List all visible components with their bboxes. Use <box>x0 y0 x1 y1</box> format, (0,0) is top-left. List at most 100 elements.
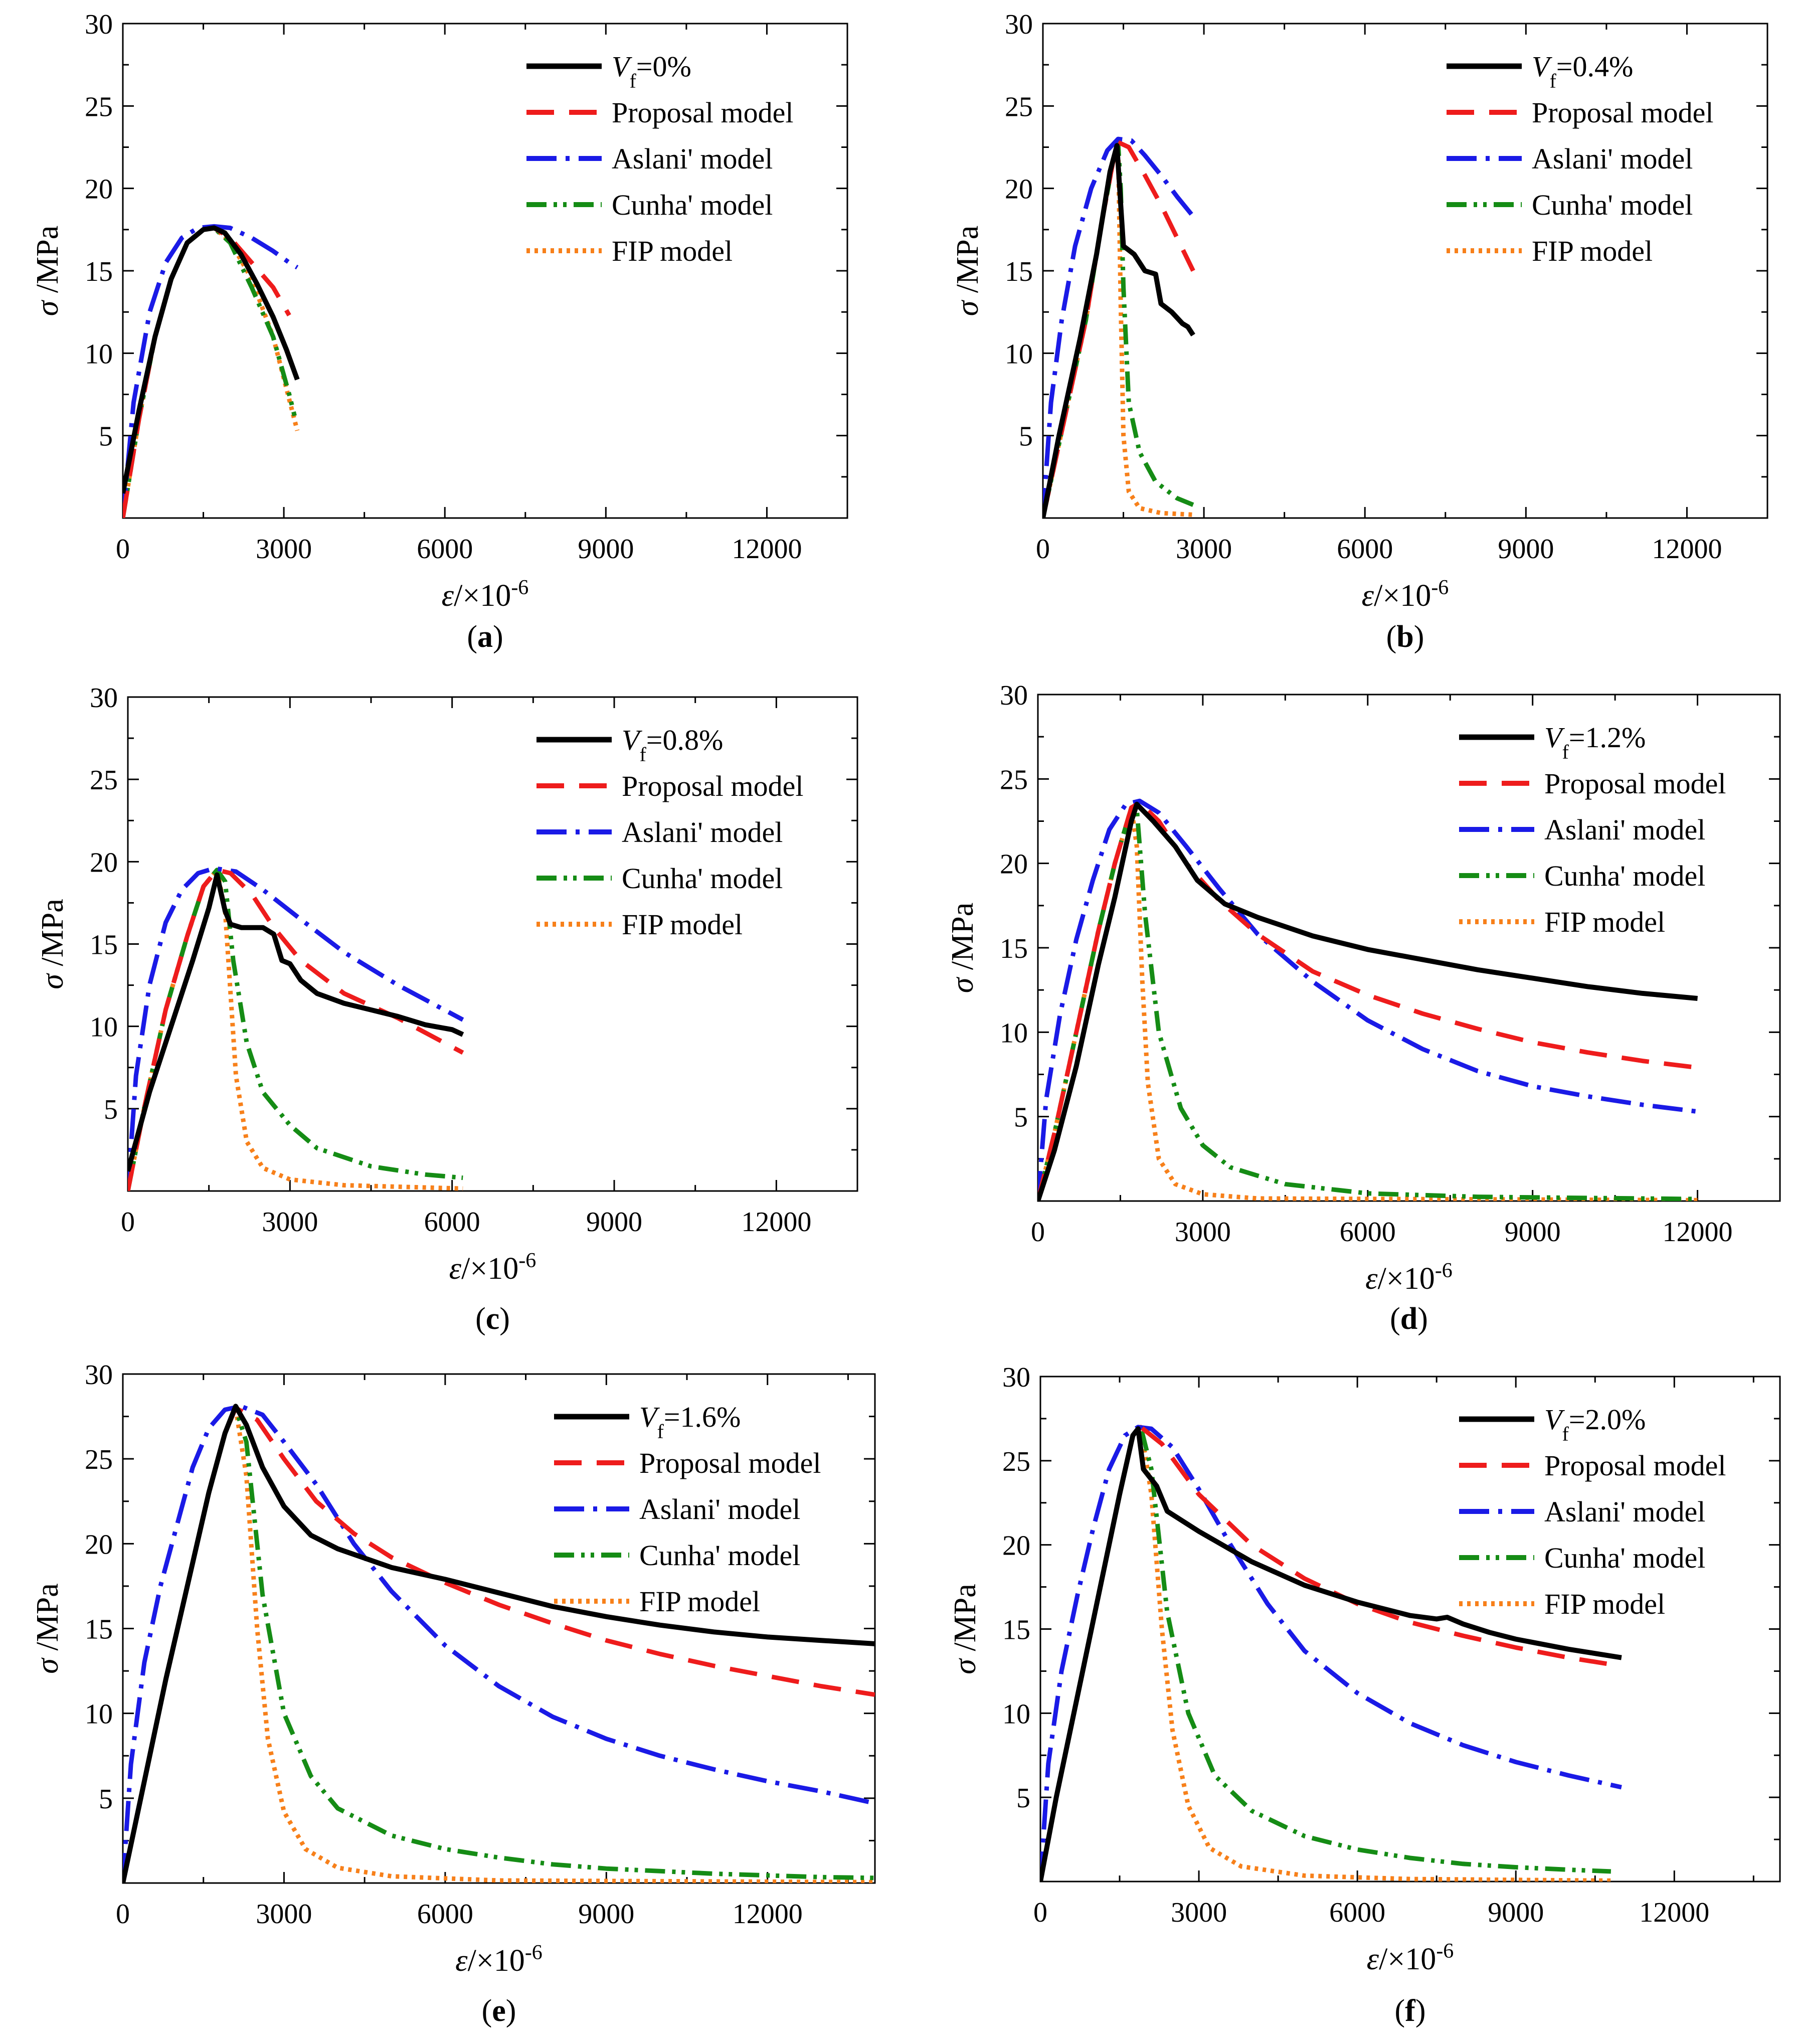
caption-open: ( <box>1390 1302 1400 1336</box>
y-axis-unit: /MPa <box>36 899 70 974</box>
y-tick-label: 5 <box>104 1094 118 1125</box>
y-axis-unit: /MPa <box>946 903 980 978</box>
caption-letter: d <box>1400 1302 1417 1336</box>
y-axis-title: σ /MPa <box>31 226 65 316</box>
x-tick-label: 12000 <box>1663 1217 1733 1248</box>
legend-label-experimental: Vf=1.6% <box>639 1401 741 1443</box>
y-tick-label: 10 <box>85 1699 113 1730</box>
legend-label-cunha: Cunha' model <box>612 189 773 221</box>
y-tick-label: 20 <box>1005 174 1033 205</box>
caption-open: ( <box>475 1302 486 1336</box>
y-axis-title: σ /MPa <box>36 899 70 989</box>
caption-close: ) <box>1415 1994 1426 2028</box>
series-group <box>123 1404 875 1883</box>
x-axis-title: ε/×10-6 <box>442 576 529 613</box>
y-tick-label: 15 <box>1002 1615 1030 1646</box>
y-axis-symbol: σ <box>951 299 985 316</box>
x-tick-label: 12000 <box>1639 1897 1709 1928</box>
x-tick-label: 6000 <box>417 534 473 565</box>
caption-close: ) <box>499 1302 510 1336</box>
caption-open: ( <box>1386 620 1397 654</box>
legend-label-aslani: Aslani' model <box>1532 142 1693 175</box>
x-axis-title: ε/×10-6 <box>455 1941 543 1978</box>
legend-label-aslani: Aslani' model <box>622 816 783 848</box>
series-line-proposal <box>1043 140 1195 518</box>
series-line-experimental <box>123 225 300 494</box>
x-tick-label: 9000 <box>578 1899 634 1930</box>
chart-panel-d: 0 3000 6000 9000 12000 5 10 15 20 25 30 ε/×10-6 σ /M… <box>946 680 1781 1336</box>
y-tick-label: 30 <box>1000 680 1028 711</box>
x-tick-label: 6000 <box>1340 1217 1396 1248</box>
x-axis-unit: /×10 <box>1378 1262 1435 1296</box>
legend-vf-symbol: V <box>1544 721 1565 754</box>
y-tick-label: 25 <box>85 91 113 122</box>
x-tick-label: 0 <box>1031 1217 1045 1248</box>
legend-vf-subscript: f <box>1562 1423 1569 1445</box>
panel-caption: (c) <box>475 1302 510 1336</box>
x-tick-label: 9000 <box>1488 1897 1544 1928</box>
caption-letter: e <box>492 1994 506 2028</box>
x-tick-label: 9000 <box>586 1207 642 1238</box>
chart-panel-b: 0 3000 6000 9000 12000 5 10 15 20 25 30 ε/×10-6 σ /M… <box>951 9 1768 654</box>
x-tick-label: 3000 <box>256 534 312 565</box>
chart-panel-e: 0 3000 6000 9000 12000 5 10 15 20 25 30 ε/×10-6 σ /M… <box>31 1359 876 2028</box>
legend-label-cunha: Cunha' model <box>622 862 783 895</box>
caption-open: ( <box>467 620 477 654</box>
y-tick-label: 25 <box>1002 1446 1030 1477</box>
x-axis-symbol: ε <box>1367 1942 1379 1976</box>
x-tick-label: 3000 <box>1176 534 1232 565</box>
caption-close: ) <box>1417 1302 1428 1336</box>
x-tick-label: 6000 <box>1337 534 1393 565</box>
y-tick-label: 5 <box>1019 421 1033 452</box>
y-axis-unit: /MPa <box>951 226 985 301</box>
legend-vf-value: =1.2% <box>1569 721 1646 754</box>
series-line-experimental <box>1038 801 1698 1201</box>
legend-vf-subscript: f <box>639 743 646 766</box>
x-tick-label: 9000 <box>578 534 634 565</box>
y-tick-label: 20 <box>85 1529 113 1560</box>
legend-vf-symbol: V <box>1544 1403 1565 1436</box>
x-axis-title: ε/×10-6 <box>1362 576 1449 613</box>
legend-label-fip: FIP model <box>1532 235 1653 267</box>
series-line-fip <box>128 868 463 1191</box>
series-line-proposal <box>128 868 464 1191</box>
legend-vf-subscript: f <box>1562 741 1569 763</box>
y-axis-unit: /MPa <box>31 1583 65 1658</box>
x-tick-label: 3000 <box>256 1899 312 1930</box>
y-tick-label: 10 <box>1000 1017 1028 1049</box>
x-axis-exponent: -6 <box>1436 1940 1454 1963</box>
x-tick-label: 12000 <box>741 1207 811 1238</box>
x-tick-label: 12000 <box>733 1899 803 1930</box>
caption-close: ) <box>506 1994 516 2028</box>
x-tick-label: 3000 <box>1175 1217 1231 1248</box>
series-line-cunha <box>123 1406 875 1883</box>
legend-label-proposal: Proposal model <box>612 96 793 129</box>
y-axis-unit: /MPa <box>31 226 65 301</box>
x-tick-label: 12000 <box>1652 534 1722 565</box>
caption-letter: a <box>477 620 493 654</box>
legend-vf-symbol: V <box>639 1401 660 1433</box>
caption-close: ) <box>493 620 503 654</box>
legend-label-aslani: Aslani' model <box>612 142 773 175</box>
panel-caption: (b) <box>1386 620 1424 654</box>
legend-label-proposal: Proposal model <box>1532 96 1713 129</box>
x-axis-title: ε/×10-6 <box>1365 1259 1453 1296</box>
y-tick-label: 30 <box>85 9 113 40</box>
x-tick-label: 6000 <box>424 1207 480 1238</box>
x-axis-unit: /×10 <box>468 1944 525 1978</box>
legend-label-experimental: Vf=0.8% <box>622 724 723 766</box>
legend-label-cunha: Cunha' model <box>1544 1542 1705 1574</box>
x-axis-unit: /×10 <box>461 1252 518 1286</box>
y-tick-label: 20 <box>1000 849 1028 880</box>
y-tick-label: 25 <box>90 765 118 796</box>
legend-label-experimental: Vf=1.2% <box>1544 721 1646 763</box>
legend-label-aslani: Aslani' model <box>1544 1495 1705 1528</box>
x-tick-label: 0 <box>116 1899 130 1930</box>
series-line-aslani <box>123 1404 875 1883</box>
y-tick-label: 15 <box>90 930 118 961</box>
y-axis-symbol: σ <box>31 299 65 316</box>
series-line-aslani <box>1040 1425 1622 1882</box>
y-tick-label: 10 <box>85 338 113 370</box>
legend-label-cunha: Cunha' model <box>1532 189 1693 221</box>
y-tick-label: 30 <box>90 683 118 714</box>
